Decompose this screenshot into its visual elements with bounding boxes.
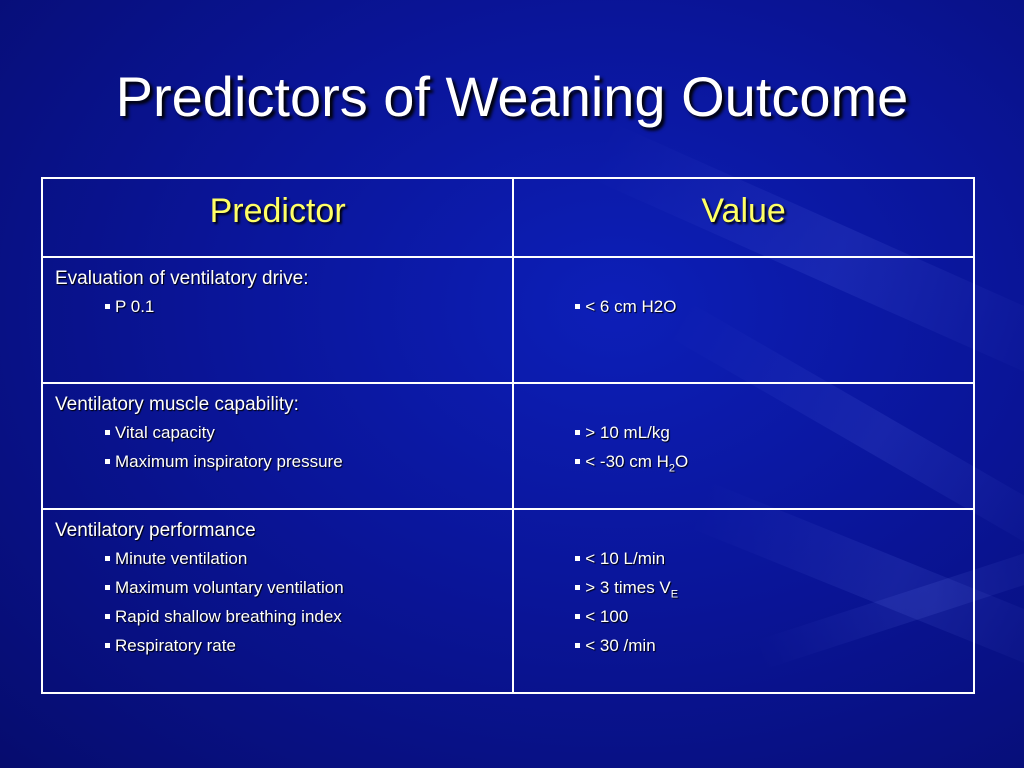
bullet-icon bbox=[575, 643, 581, 649]
list-item: < -30 cm H2O bbox=[526, 447, 961, 476]
predictor-cell: Ventilatory performance Minute ventilati… bbox=[40, 508, 515, 694]
table-row: Evaluation of ventilatory drive: P 0.1 <… bbox=[40, 256, 975, 384]
table-row: Ventilatory muscle capability: Vital cap… bbox=[40, 382, 975, 510]
list-item: Maximum inspiratory pressure bbox=[55, 447, 500, 476]
bullet-icon bbox=[575, 556, 581, 562]
value-cell: > 10 mL/kg < -30 cm H2O bbox=[512, 382, 975, 510]
bullet-icon bbox=[105, 614, 110, 620]
list-item: Maximum voluntary ventilation bbox=[55, 573, 500, 602]
bullet-icon bbox=[575, 430, 581, 436]
list-item: > 3 times VE bbox=[526, 573, 961, 602]
table-row: Ventilatory performance Minute ventilati… bbox=[40, 508, 975, 694]
bullet-icon bbox=[575, 614, 581, 620]
list-item: Rapid shallow breathing index bbox=[55, 602, 500, 631]
list-item: Respiratory rate bbox=[55, 631, 500, 660]
table-header-row: Predictor Value bbox=[40, 177, 975, 258]
list-item: < 30 /min bbox=[526, 631, 961, 660]
list-item: < 100 bbox=[526, 602, 961, 631]
list-item: P 0.1 bbox=[55, 292, 500, 321]
list-item: < 10 L/min bbox=[526, 544, 961, 573]
bullet-icon bbox=[105, 459, 110, 465]
bullet-icon bbox=[105, 556, 110, 562]
value-cell: < 6 cm H2O bbox=[512, 256, 975, 384]
predictor-cell: Ventilatory muscle capability: Vital cap… bbox=[40, 382, 515, 510]
list-item: Minute ventilation bbox=[55, 544, 500, 573]
bullet-icon bbox=[105, 430, 110, 436]
header-value: Value bbox=[512, 177, 975, 258]
list-item: > 10 mL/kg bbox=[526, 418, 961, 447]
header-predictor: Predictor bbox=[40, 177, 515, 258]
predictors-table: Predictor Value Evaluation of ventilator… bbox=[40, 177, 975, 694]
group-label: Evaluation of ventilatory drive: bbox=[55, 268, 309, 289]
list-item: Vital capacity bbox=[55, 418, 500, 447]
bullet-icon bbox=[575, 304, 581, 310]
list-item: < 6 cm H2O bbox=[526, 292, 961, 321]
group-label: Ventilatory muscle capability: bbox=[55, 394, 299, 415]
slide-title: Predictors of Weaning Outcome bbox=[115, 65, 909, 128]
predictor-cell: Evaluation of ventilatory drive: P 0.1 bbox=[40, 256, 515, 384]
group-label: Ventilatory performance bbox=[55, 520, 256, 541]
bullet-icon bbox=[105, 585, 110, 591]
bullet-icon bbox=[105, 304, 110, 310]
bullet-icon bbox=[575, 459, 581, 465]
bullet-icon bbox=[575, 585, 581, 591]
bullet-icon bbox=[105, 643, 110, 649]
value-cell: < 10 L/min > 3 times VE < 100 < 30 /min bbox=[512, 508, 975, 694]
